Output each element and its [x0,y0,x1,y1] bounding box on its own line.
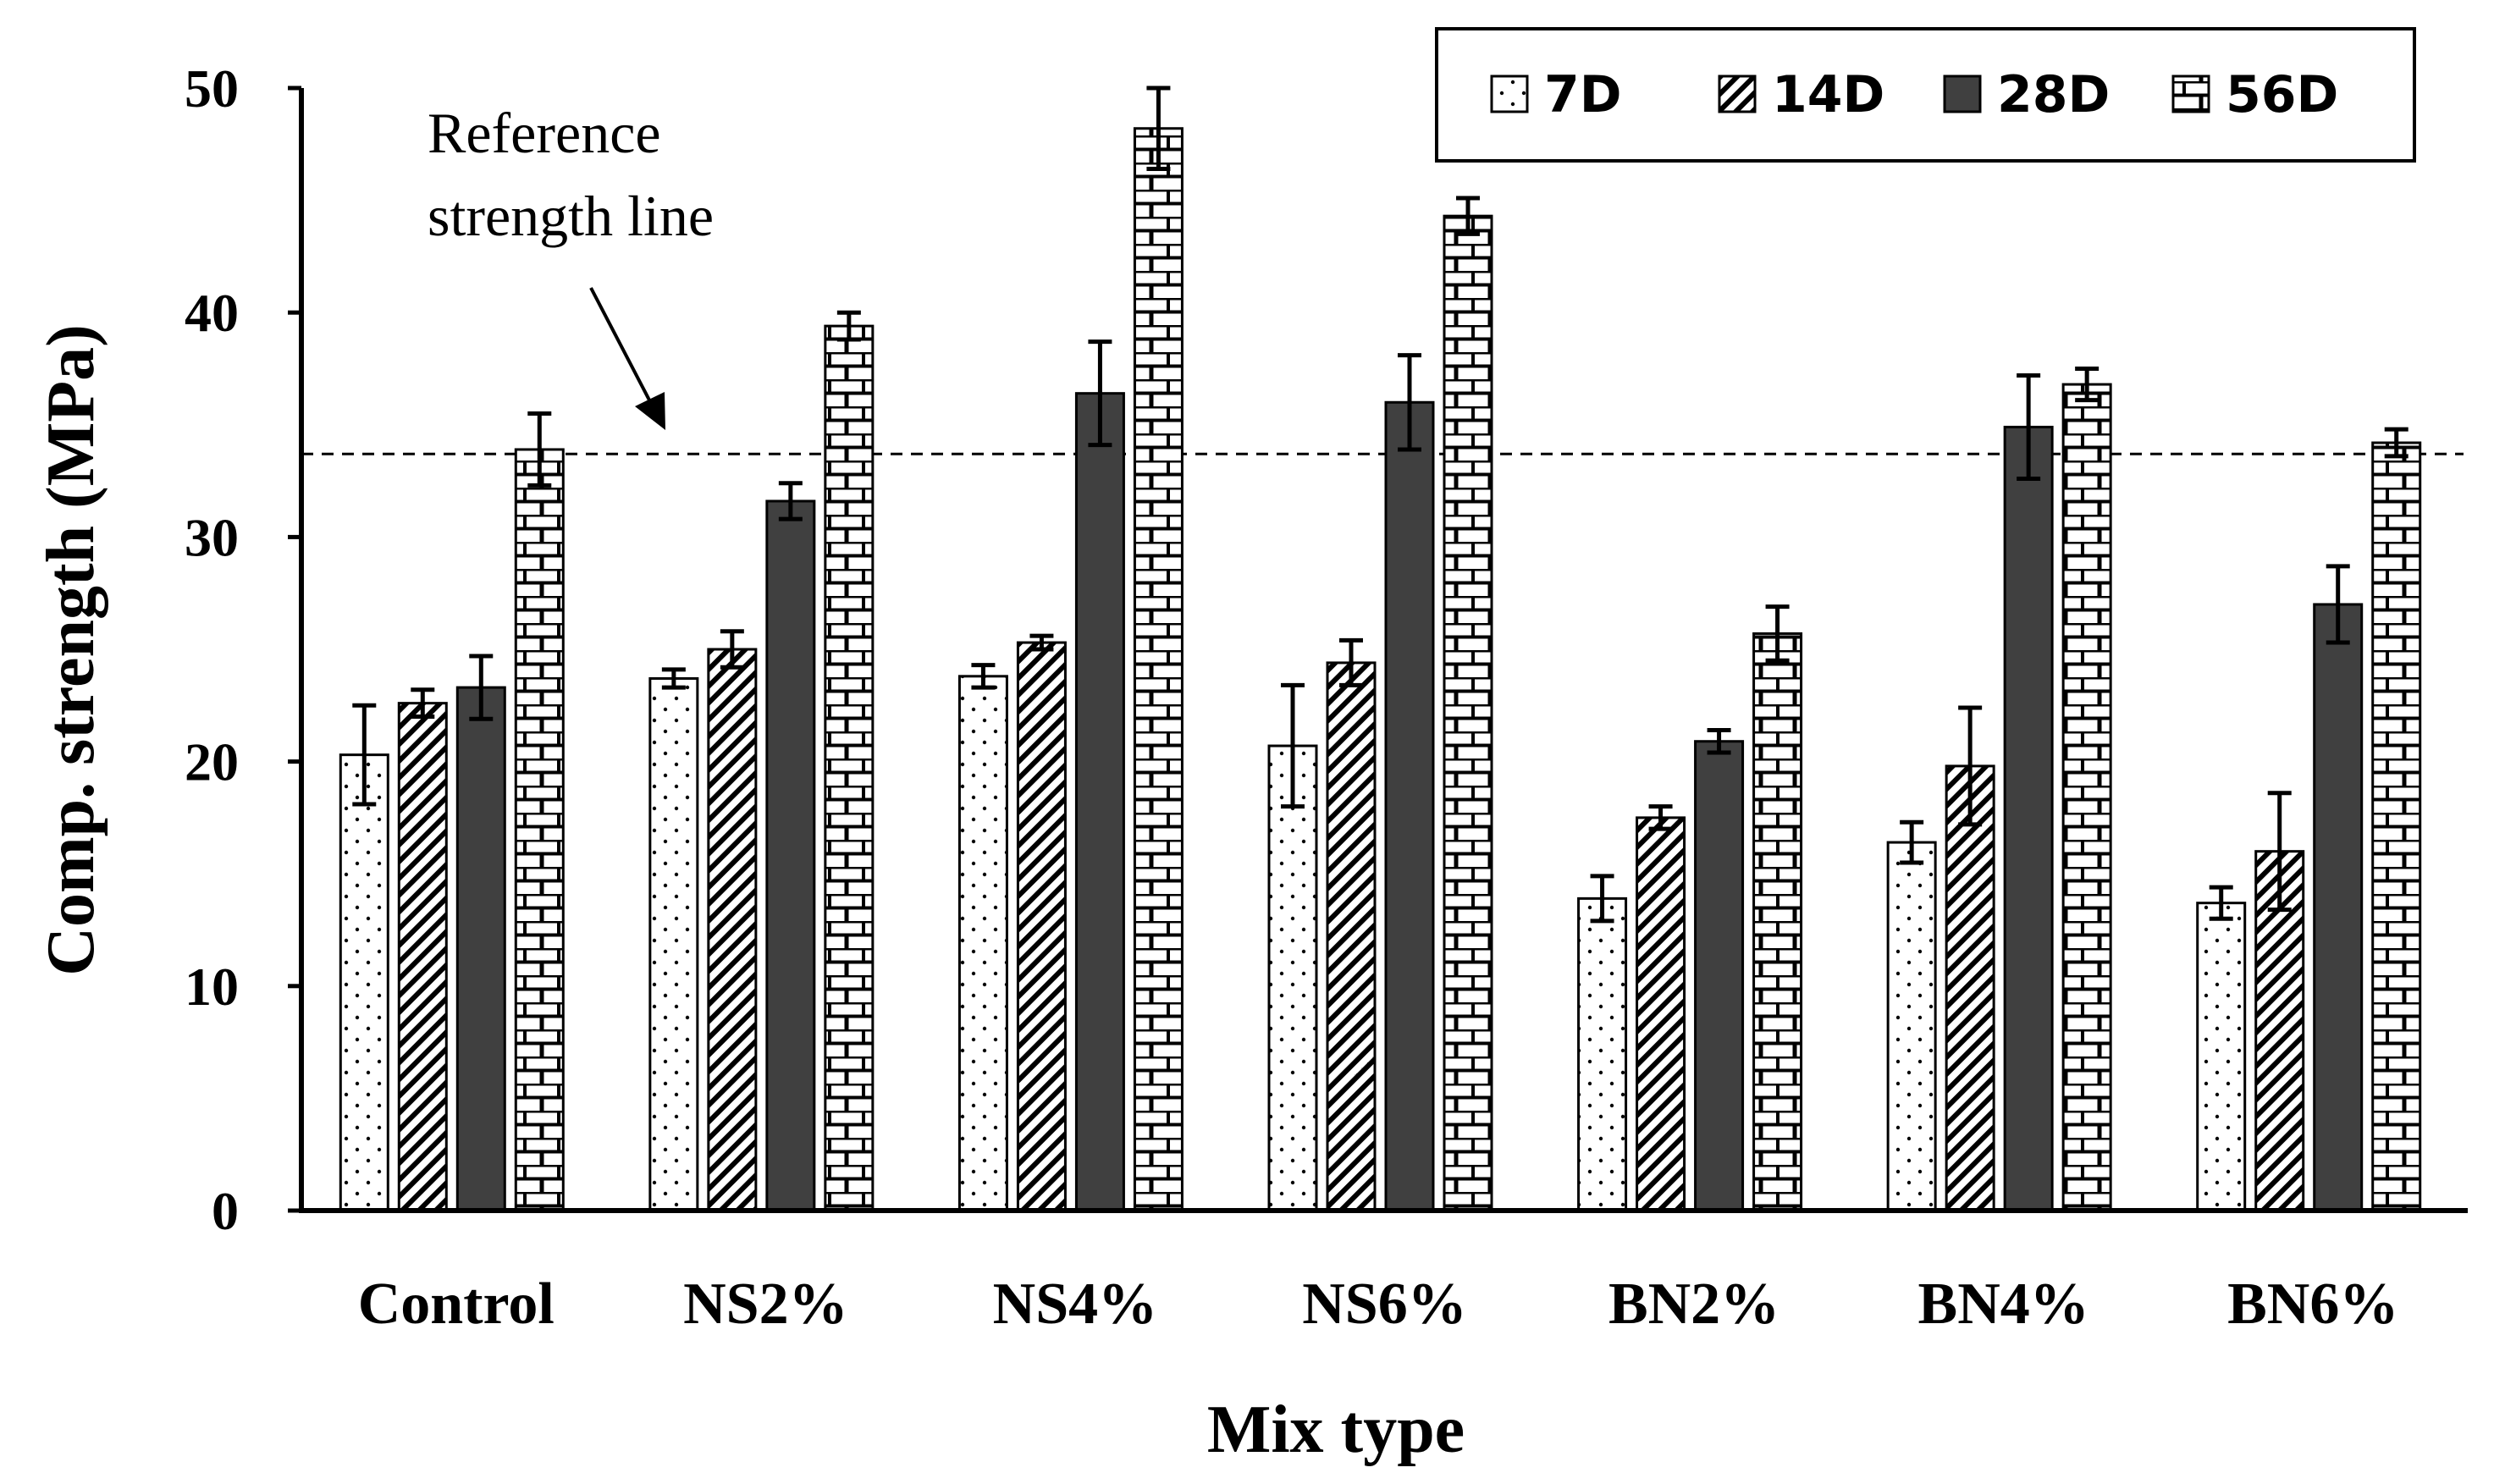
error-bar-ns6pct-28d [1398,353,1421,452]
bar-bn6pct-28d [2313,603,2364,1212]
error-bar-ns2pct-56d [836,310,861,342]
y-tick-label: 0 [212,1181,239,1241]
legend-swatch-7d [1490,74,1529,113]
y-ticks: 0 10 20 30 40 50 [185,58,301,1241]
error-bars [352,86,2408,924]
bar-bn6pct-56d [2371,441,2422,1212]
error-bar-bn4pct-28d [2017,372,2041,481]
x-tick-label-bn6pct: BN6% [2227,1272,2398,1337]
bar-ns2pct-7d [648,676,699,1212]
y-tick-label: 20 [185,732,239,792]
legend-swatch-14d [1718,74,1757,113]
legend-item-56d: 56D [2171,65,2338,124]
x-tick-label-ns2pct: NS2% [683,1272,847,1337]
y-tick-label: 50 [185,58,239,119]
reference-arrow [589,287,665,430]
error-bar-bn6pct-7d [2209,885,2233,921]
y-tick-label: 30 [185,507,239,567]
reference-annotation-line2: strength line [428,184,714,248]
bar-control-28d [455,686,506,1212]
legend-items: 7D 14D 28D 56D [1490,65,2338,124]
legend-label-14d: 14D [1772,65,1884,124]
x-tick-label-bn2pct: BN2% [1608,1272,1779,1337]
bar-ns4pct-28d [1074,392,1125,1212]
bar-bn4pct-56d [2061,383,2112,1212]
x-tick-label-ns4pct: NS4% [993,1272,1157,1337]
legend-swatch-28d [1943,74,1982,113]
legend-item-28d: 28D [1943,65,2110,124]
reference-annotation-line1: Reference [428,101,661,165]
error-bar-ns2pct-14d [720,629,744,670]
bars [339,127,2422,1212]
error-bar-bn6pct-28d [2326,564,2350,645]
bar-ns6pct-14d [1326,661,1377,1212]
legend-box [1435,27,2416,163]
bar-ns2pct-14d [707,648,758,1212]
error-bar-bn2pct-14d [1648,804,1673,831]
bar-bn2pct-7d [1577,896,1628,1212]
y-tick-label: 40 [185,283,239,343]
legend: 7D 14D 28D 56D [1435,27,2416,163]
error-bar-bn4pct-56d [2075,367,2099,403]
bar-control-14d [397,702,448,1212]
y-tick-label: 10 [185,957,239,1017]
bar-ns4pct-7d [957,675,1008,1212]
bar-bn6pct-7d [2196,902,2247,1212]
legend-item-7d: 7D [1490,65,1622,124]
error-bar-ns4pct-7d [971,663,996,690]
y-axis-title: Comp. strength (MPa) [34,324,108,976]
legend-label-7d: 7D [1544,65,1622,124]
bar-ns6pct-56d [1443,214,1493,1212]
error-bar-ns6pct-56d [1456,196,1480,236]
x-tick-label-ns6pct: NS6% [1302,1272,1466,1337]
bar-bn2pct-14d [1636,816,1686,1212]
error-bar-ns6pct-7d [1281,682,1305,809]
error-bar-ns2pct-28d [778,481,803,521]
bar-bn4pct-14d [1945,764,1995,1212]
x-tick-label-bn4pct: BN4% [1918,1272,2089,1337]
bar-ns2pct-56d [824,324,875,1212]
error-bar-bn4pct-14d [1958,705,1983,827]
x-tick-label-control: Control [358,1272,555,1337]
error-bar-ns4pct-14d [1029,633,1054,652]
error-bar-control-14d [411,687,435,720]
legend-label-56d: 56D [2226,65,2338,124]
bar-ns2pct-28d [765,499,816,1212]
error-bar-bn2pct-7d [1590,874,1614,924]
legend-label-28d: 28D [1997,65,2110,124]
bar-ns4pct-14d [1016,641,1067,1212]
bar-control-7d [339,753,389,1212]
error-bar-bn2pct-28d [1707,727,1731,755]
bar-bn2pct-28d [1694,740,1745,1212]
x-tick-labels: Control NS2% NS4% NS6% BN2% BN4% BN6% [358,1272,2399,1337]
error-bar-control-28d [469,654,494,721]
error-bar-control-56d [527,411,552,488]
bar-ns6pct-28d [1384,400,1435,1212]
error-bar-bn6pct-56d [2384,427,2408,459]
bar-bn4pct-7d [1886,841,1937,1212]
legend-swatch-56d [2171,74,2210,113]
error-bar-control-7d [352,703,377,807]
legend-item-14d: 14D [1718,65,1884,124]
error-bar-ns2pct-7d [661,667,686,690]
error-bar-ns4pct-56d [1146,86,1171,171]
bar-ns4pct-56d [1133,127,1184,1212]
error-bar-ns6pct-14d [1339,637,1363,687]
x-axis-title: Mix type [1207,1393,1465,1467]
bar-bn4pct-28d [2003,425,2054,1212]
bar-control-56d [514,448,565,1212]
bar-ns6pct-7d [1267,744,1318,1212]
bar-bn2pct-56d [1752,632,1803,1212]
error-bar-bn2pct-56d [1765,604,1790,663]
error-bar-bn6pct-14d [2267,791,2292,913]
error-bar-ns4pct-28d [1088,339,1112,448]
error-bar-bn4pct-7d [1900,819,1924,865]
